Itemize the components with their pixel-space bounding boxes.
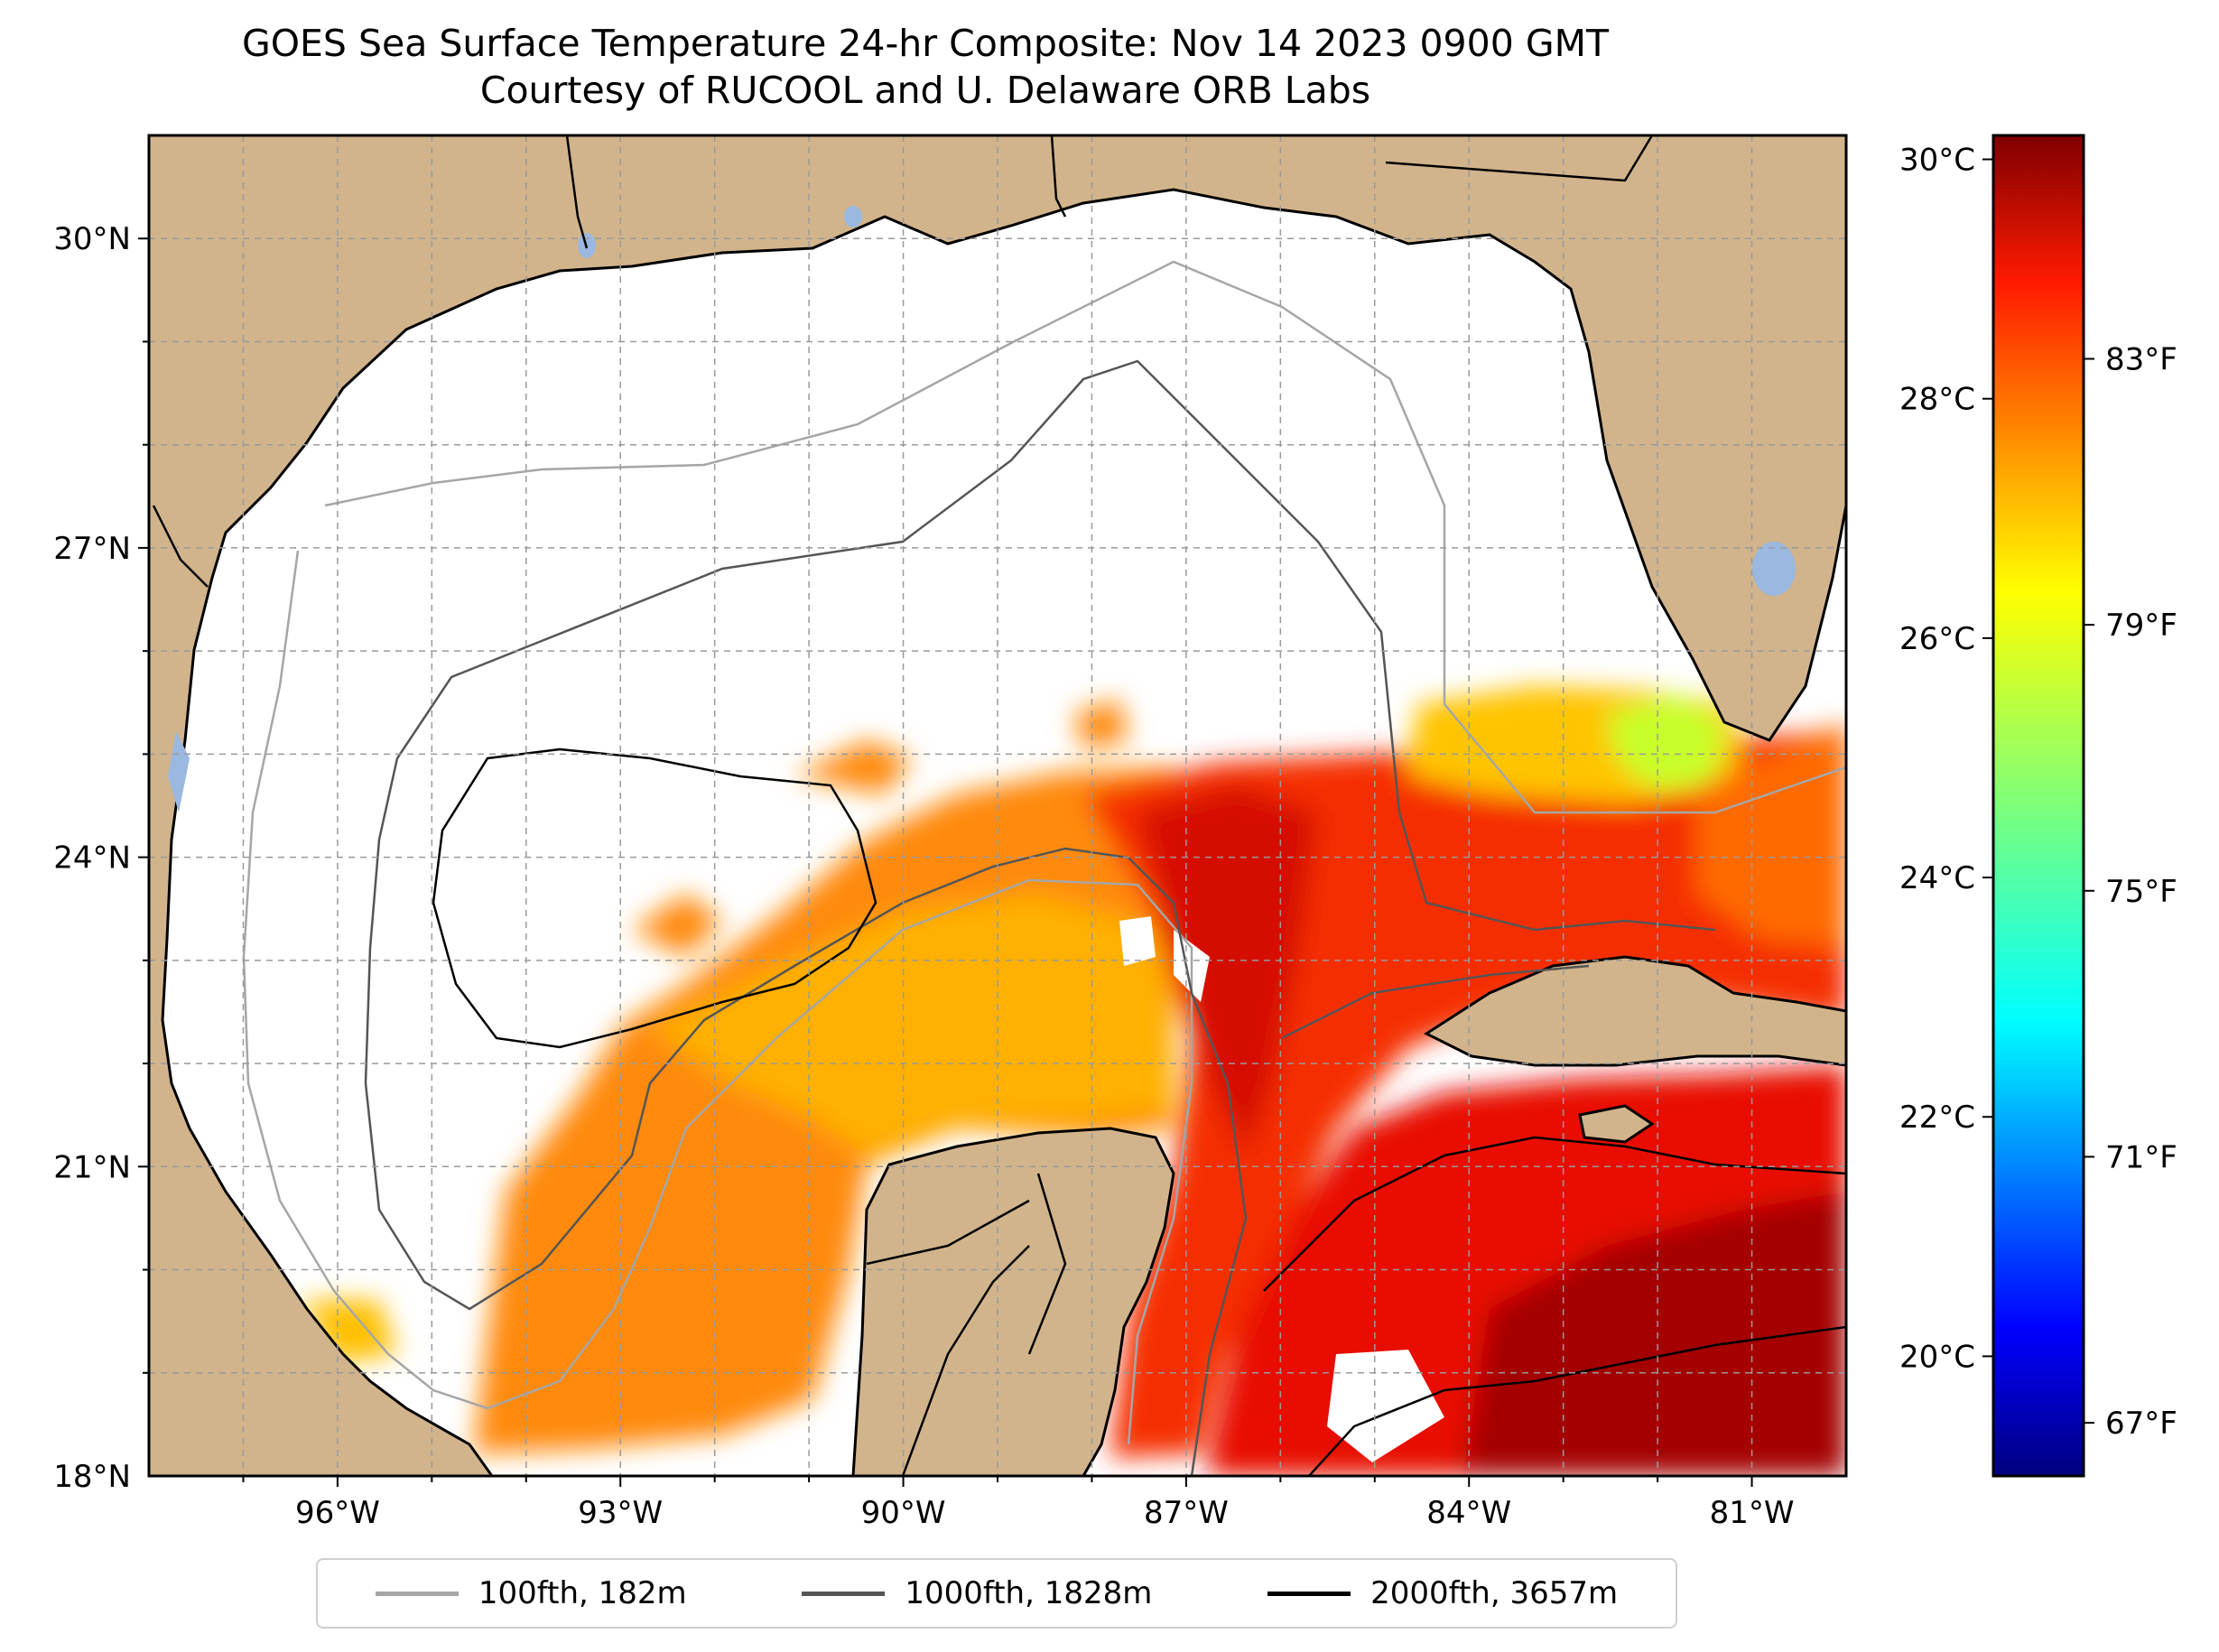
lon-tick-label: 84°W (1426, 1495, 1511, 1531)
lat-tick-label: 27°N (53, 531, 131, 567)
cloud-gap-yucatan-channel (1119, 916, 1210, 1002)
colorbar-frame (1992, 134, 2085, 1478)
lat-tick-label: 24°N (53, 840, 131, 877)
fahrenheit-tick-label: 75°F (2105, 874, 2177, 910)
lat-tick-label: 30°N (53, 221, 131, 257)
celsius-tick-label: 24°C (1899, 860, 1975, 896)
border-us-mexico (152, 505, 209, 588)
colorbar-ticks: 20°C 22°C 24°C 26°C 28°C 30°C 67°F 71°F 75°F 79°F… (1899, 143, 2177, 1443)
land-masses (149, 135, 1846, 1476)
celsius-tick-label: 30°C (1899, 143, 1975, 179)
title-line-2: Courtesy of RUCOOL and U. Delaware ORB L… (479, 69, 1371, 112)
sst-field (302, 686, 1846, 1476)
lon-tick-label: 81°W (1710, 1495, 1795, 1531)
legend-swatch-2000fth (1267, 1591, 1351, 1596)
legend-label-2000fth: 2000fth, 3657m (1370, 1575, 1619, 1611)
sst-darkred-caribbean (1462, 1192, 1846, 1476)
land-north-gulf-coast (149, 135, 1846, 1476)
bathymetry-contours (242, 260, 1846, 1476)
legend-swatch-1000fth (802, 1591, 886, 1596)
lon-tick-label: 93°W (578, 1495, 663, 1531)
sst-yellow-campeche (650, 894, 1174, 1155)
sst-green-yellow-patch (1607, 695, 1724, 790)
celsius-tick-label: 20°C (1899, 1339, 1975, 1375)
lon-tick-label: 87°W (1144, 1495, 1229, 1531)
map-area (149, 135, 1846, 1476)
celsius-tick-label: 28°C (1899, 382, 1975, 418)
lake-okeechobee (1752, 542, 1796, 596)
cloud-gap-caribbean (1327, 1350, 1444, 1462)
border-texas-louisiana (565, 135, 589, 249)
contour-2000fth (432, 747, 1846, 1476)
land-yucatan-peninsula (851, 1127, 1175, 1476)
fahrenheit-tick-label: 79°F (2105, 608, 2177, 644)
sst-west-patches (632, 700, 1128, 957)
border-alabama-florida (1385, 135, 1654, 182)
celsius-tick-label: 22°C (1899, 1100, 1975, 1136)
legend-label-1000fth: 1000fth, 1828m (905, 1575, 1153, 1611)
legend-swatch-100fth (375, 1591, 459, 1596)
colorbar-gradient (1993, 135, 2084, 1476)
lon-tick-label: 90°W (861, 1495, 946, 1531)
land-isle-of-youth (1578, 1104, 1655, 1144)
lat-tick-label: 18°N (53, 1459, 131, 1495)
border-mexico-guatemala (901, 1245, 1030, 1476)
title-line-1: GOES Sea Surface Temperature 24-hr Compo… (241, 22, 1610, 65)
fahrenheit-tick-label: 83°F (2105, 342, 2177, 378)
sst-florida-strait (1697, 722, 1846, 948)
sst-deep-red-channel (1137, 785, 1318, 1155)
political-borders (152, 135, 1654, 1476)
lat-tick-label: 21°N (53, 1149, 131, 1185)
legend-item-1000fth: 1000fth, 1828m (802, 1575, 1152, 1611)
celsius-tick-label: 26°C (1899, 621, 1975, 657)
legend-label-100fth: 100fth, 182m (478, 1575, 687, 1611)
laguna-madre (168, 731, 190, 812)
land-cuba (1423, 955, 1846, 1067)
fahrenheit-tick-label: 67°F (2105, 1406, 2177, 1442)
bathymetry-legend: 100fth, 182m 1000fth, 1828m 2000fth, 365… (316, 1558, 1677, 1629)
colorbar: 20°C 22°C 24°C 26°C 28°C 30°C 67°F 71°F 75°F 79°F… (1899, 134, 2177, 1478)
lake-pontchartrain (844, 206, 862, 227)
legend-item-2000fth: 2000fth, 3657m (1267, 1575, 1618, 1611)
inland-water-bodies (168, 206, 1796, 812)
lon-tick-label: 96°W (295, 1495, 380, 1531)
map-title: GOES Sea Surface Temperature 24-hr Compo… (0, 20, 1851, 114)
border-mexican-states (866, 1173, 1067, 1355)
contour-1000fth (364, 359, 1716, 1476)
graticule (149, 135, 1846, 1476)
axis-ticks: 96°W 93°W 90°W 87°W 84°W 81°W 18°N 21°N 24°N 27°N… (53, 221, 1794, 1531)
border-mississippi-alabama (1050, 135, 1067, 218)
fahrenheit-tick-label: 71°F (2105, 1139, 2177, 1175)
legend-item-100fth: 100fth, 182m (375, 1575, 687, 1611)
